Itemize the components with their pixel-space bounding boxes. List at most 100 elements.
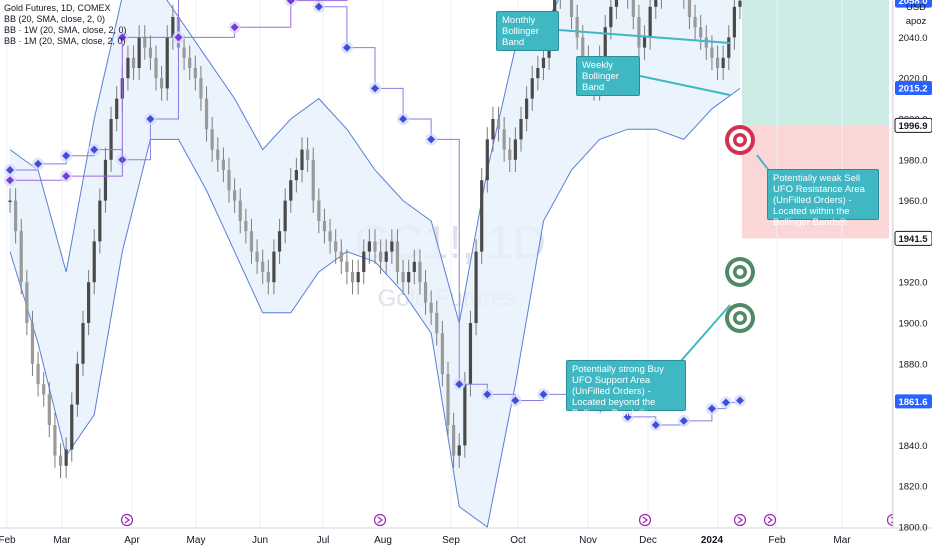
candle: [654, 0, 658, 20]
candle-body: [407, 272, 411, 283]
candle: [502, 116, 506, 162]
event-circle: [373, 513, 387, 527]
candle: [294, 157, 298, 193]
bb-diamond-marker: [455, 380, 464, 389]
candle: [384, 239, 388, 275]
candle-body: [446, 374, 450, 425]
candle: [233, 178, 237, 213]
price-label[interactable]: 2058.0: [895, 0, 932, 8]
price-label[interactable]: 1941.5: [894, 230, 932, 246]
event-markers: [120, 513, 900, 527]
candle-body: [474, 251, 478, 323]
x-tick-label: Apr: [124, 535, 140, 546]
candle-body: [350, 272, 355, 283]
candle-body: [687, 0, 692, 17]
currency-label[interactable]: USD: [905, 2, 927, 13]
x-tick-label: Jun: [252, 535, 268, 546]
candle-body: [233, 190, 237, 201]
callout-leaders: [558, 29, 771, 363]
candle: [53, 412, 57, 468]
candle-body: [508, 149, 512, 160]
candle: [468, 310, 473, 397]
callout-leader: [558, 29, 731, 44]
x-tick-label: Mar: [53, 535, 71, 546]
candle-body: [137, 37, 141, 68]
candle: [536, 55, 540, 91]
candle: [345, 249, 349, 285]
event-marker-icon[interactable]: [373, 513, 387, 527]
candle: [160, 65, 164, 101]
event-marker-icon[interactable]: [638, 513, 652, 527]
candle-body: [575, 17, 579, 38]
bb-diamond-marker: [34, 159, 43, 168]
weekly-band-callout[interactable]: Weekly Bollinger Band: [576, 56, 640, 96]
event-marker-icon[interactable]: [763, 513, 777, 527]
candle-body: [300, 149, 304, 170]
candle-body: [581, 37, 585, 58]
candle-body: [715, 57, 720, 68]
user-label: apoz: [905, 16, 927, 27]
price-label[interactable]: 1861.6: [895, 394, 932, 409]
candle-body: [64, 449, 68, 466]
x-tick-label: Nov: [579, 535, 597, 546]
candle-body: [654, 0, 658, 7]
candle: [418, 249, 422, 295]
candle-body: [19, 231, 23, 283]
sell-zone-callout[interactable]: Potentially weak Sell UFO Resistance Are…: [767, 169, 879, 228]
candle: [154, 45, 158, 91]
event-arrow: [737, 516, 743, 524]
candle-body: [204, 98, 209, 130]
candle: [732, 0, 736, 50]
candle: [103, 147, 108, 213]
price-label[interactable]: 1996.9: [894, 117, 932, 133]
bb-diamond-marker: [286, 0, 295, 5]
candle-body: [390, 241, 394, 252]
candle: [210, 116, 214, 162]
candle: [70, 392, 74, 462]
candle: [244, 208, 248, 244]
candle: [575, 4, 579, 50]
price-label-text: 1996.9: [898, 121, 927, 132]
event-marker-icon[interactable]: [120, 513, 134, 527]
candle-body: [143, 37, 147, 48]
candle-body: [704, 37, 708, 48]
candle: [699, 14, 703, 50]
event-marker-icon[interactable]: [733, 513, 747, 527]
candle: [519, 106, 523, 152]
buy-zone-callout[interactable]: Potentially strong Buy UFO Support Area …: [566, 360, 686, 419]
candle: [525, 86, 529, 132]
event-circle: [763, 513, 777, 527]
candle-body: [334, 241, 338, 252]
bb-diamond-marker: [6, 166, 14, 174]
x-tick-label: Jul: [317, 535, 330, 546]
candle-body: [227, 170, 231, 191]
bb-diamond-marker: [399, 115, 408, 123]
candle: [687, 0, 692, 30]
candle-body: [429, 302, 433, 313]
price-label-text: 2015.2: [898, 83, 927, 94]
daily-band-fill: [10, 0, 740, 527]
bb-diamond-marker: [146, 115, 155, 123]
bb-diamond-marker: [483, 390, 492, 399]
price-label[interactable]: 2015.2: [895, 80, 932, 95]
candles: [8, 0, 742, 479]
target-icons: [725, 125, 755, 333]
monthly-band-callout[interactable]: Monthly Bollinger Band: [496, 11, 559, 51]
candle-body: [277, 231, 282, 252]
candle: [249, 218, 254, 264]
candle: [440, 320, 444, 387]
x-tick-label: 2024: [701, 535, 724, 546]
ufo-zone-resistance: [742, 0, 889, 126]
candle: [204, 86, 209, 142]
candle-body: [384, 251, 388, 262]
candle: [367, 229, 371, 264]
candle: [109, 106, 113, 173]
candle-body: [53, 425, 57, 456]
candle-body: [738, 0, 742, 7]
candle-body: [642, 37, 647, 48]
candle: [75, 351, 79, 417]
candle: [19, 218, 23, 295]
candle-body: [468, 323, 473, 385]
